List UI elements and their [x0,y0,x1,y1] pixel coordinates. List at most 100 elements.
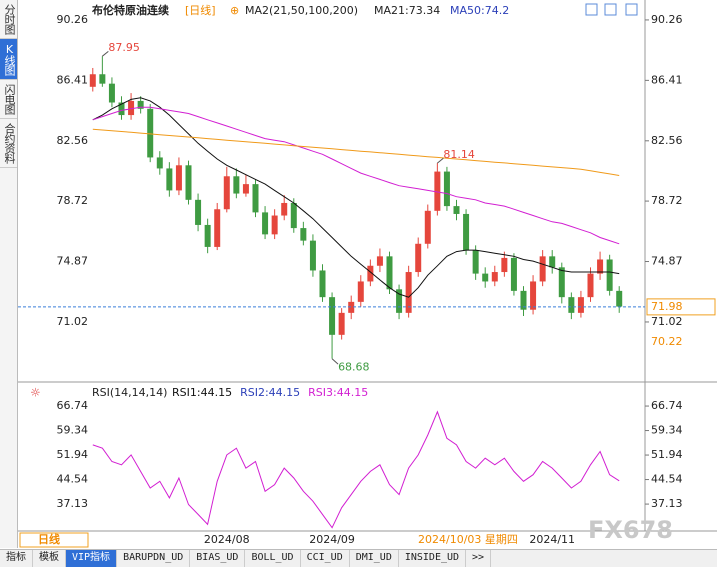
y-tick-label: 37.13 [651,497,683,510]
side-tab[interactable]: 闪电图 [0,80,17,119]
toolbar-icon[interactable] [585,3,598,16]
candle-body [424,210,431,244]
candle-body [118,102,125,116]
candle-body [175,165,182,191]
candle-body [309,240,316,271]
period: [日线] [185,3,216,17]
y-tick-label: 66.74 [57,399,89,412]
y-tick-label: 37.13 [57,497,89,510]
period-button-box[interactable] [19,532,89,548]
candle-body [606,259,613,291]
y-tick-label: 51.94 [57,448,89,461]
candle-body [281,202,288,216]
candle-body [99,74,106,84]
indicator-tab[interactable]: BARUPDN_UD [117,550,191,567]
indicator-tab[interactable]: CCI_UD [301,550,350,567]
y-tick-label: 59.34 [651,424,683,437]
candle-body [300,228,307,241]
candle-body [128,100,135,116]
toolbar-icon[interactable] [625,3,638,16]
y-tick-label: 71.02 [651,315,683,328]
candle-body [357,281,364,302]
sidebar: 分时图 K线图 闪电图 合约资料 [0,0,18,548]
candle-body [166,168,173,191]
y-tick-label: 86.41 [57,73,89,86]
x-tick-label: 2024/08 [204,533,250,546]
candle-body [434,171,441,211]
extreme-pointer [437,157,444,164]
extreme-label: 87.95 [108,41,140,54]
y-tick-label: 74.87 [57,255,89,268]
crosshair-date: 2024/10/03 星期四 [418,533,518,546]
candle-body [568,297,575,313]
ma-params: MA2(21,50,100,200) [245,4,358,17]
side-tab[interactable]: 合约资料 [0,119,17,168]
y-tick-label: 44.54 [57,473,89,486]
tab-bar: 指标 模板 VIP指标 BARUPDN_UD BIAS_UD BOLL_UD CCI_UD D… [0,549,717,567]
indicator-tab[interactable]: BOLL_UD [245,550,301,567]
indicator-tab[interactable]: INSIDE_UD [399,550,467,567]
candle-body [530,281,537,310]
y-tick-label: 90.26 [651,13,683,26]
candle-body [405,272,412,313]
y-tick-label: 59.34 [57,424,89,437]
extreme-pointer [331,358,339,365]
candle-body [482,273,489,282]
price-box [646,298,716,316]
candle-body [262,212,269,235]
candle-body [233,176,240,194]
y-tick-label: 82.56 [651,134,683,147]
candle-body [252,184,259,213]
rsi-title: RSI(14,14,14) [92,386,167,399]
settings-icon[interactable]: ⊕ [230,4,239,17]
rsi-label: RSI3:44.15 [308,386,368,399]
candle-body [463,213,470,251]
candle-body [89,74,96,87]
candle-body [108,83,115,103]
candle-body [290,202,297,229]
price-label: 71.98 [651,300,683,313]
indicator-line [92,128,620,176]
toolbar-icon[interactable] [604,3,617,16]
y-tick-label: 74.87 [651,255,683,268]
indicator-tab[interactable]: 指标 [0,550,33,567]
extreme-label: 68.68 [338,361,370,374]
symbol: 布伦特原油连续 [92,3,169,17]
ma50-label: MA50:74.2 [450,4,509,17]
candle-body [242,184,249,194]
candle-body [396,289,403,313]
candle-body [558,267,565,298]
indicator-tab[interactable]: VIP指标 [66,550,118,567]
ma21-label: MA21:73.34 [374,4,440,17]
candle-body [271,215,278,235]
candle-body [214,209,221,247]
candle-body [195,199,202,225]
indicator-tab[interactable]: >> [466,550,492,567]
period-button[interactable]: 日线 [38,532,60,546]
y-tick-label: 66.74 [651,399,683,412]
candle-body [472,250,479,274]
side-tab[interactable]: K线图 [0,39,17,80]
candle-body [223,176,230,210]
indicator-tab[interactable]: 模板 [33,550,66,567]
extreme-pointer [102,51,109,57]
candle-body [319,270,326,298]
candle-body [348,301,355,313]
crosshair-icon[interactable]: ☼ [30,386,41,400]
candle-body [147,108,154,158]
x-tick-label: 2024/11 [529,533,575,546]
candle-body [549,256,556,268]
candle-body [539,256,546,282]
candle-body [156,157,163,169]
indicator-tab[interactable]: DMI_UD [350,550,399,567]
candle-body [137,100,144,109]
indicator-line [92,97,620,298]
candle-body [597,259,604,274]
candle-body [338,312,345,335]
side-tab[interactable]: 分时图 [0,0,17,39]
indicator-tab[interactable]: BIAS_UD [190,550,246,567]
level-label: 70.22 [651,335,683,348]
y-tick-label: 44.54 [651,473,683,486]
candle-body [520,290,527,310]
